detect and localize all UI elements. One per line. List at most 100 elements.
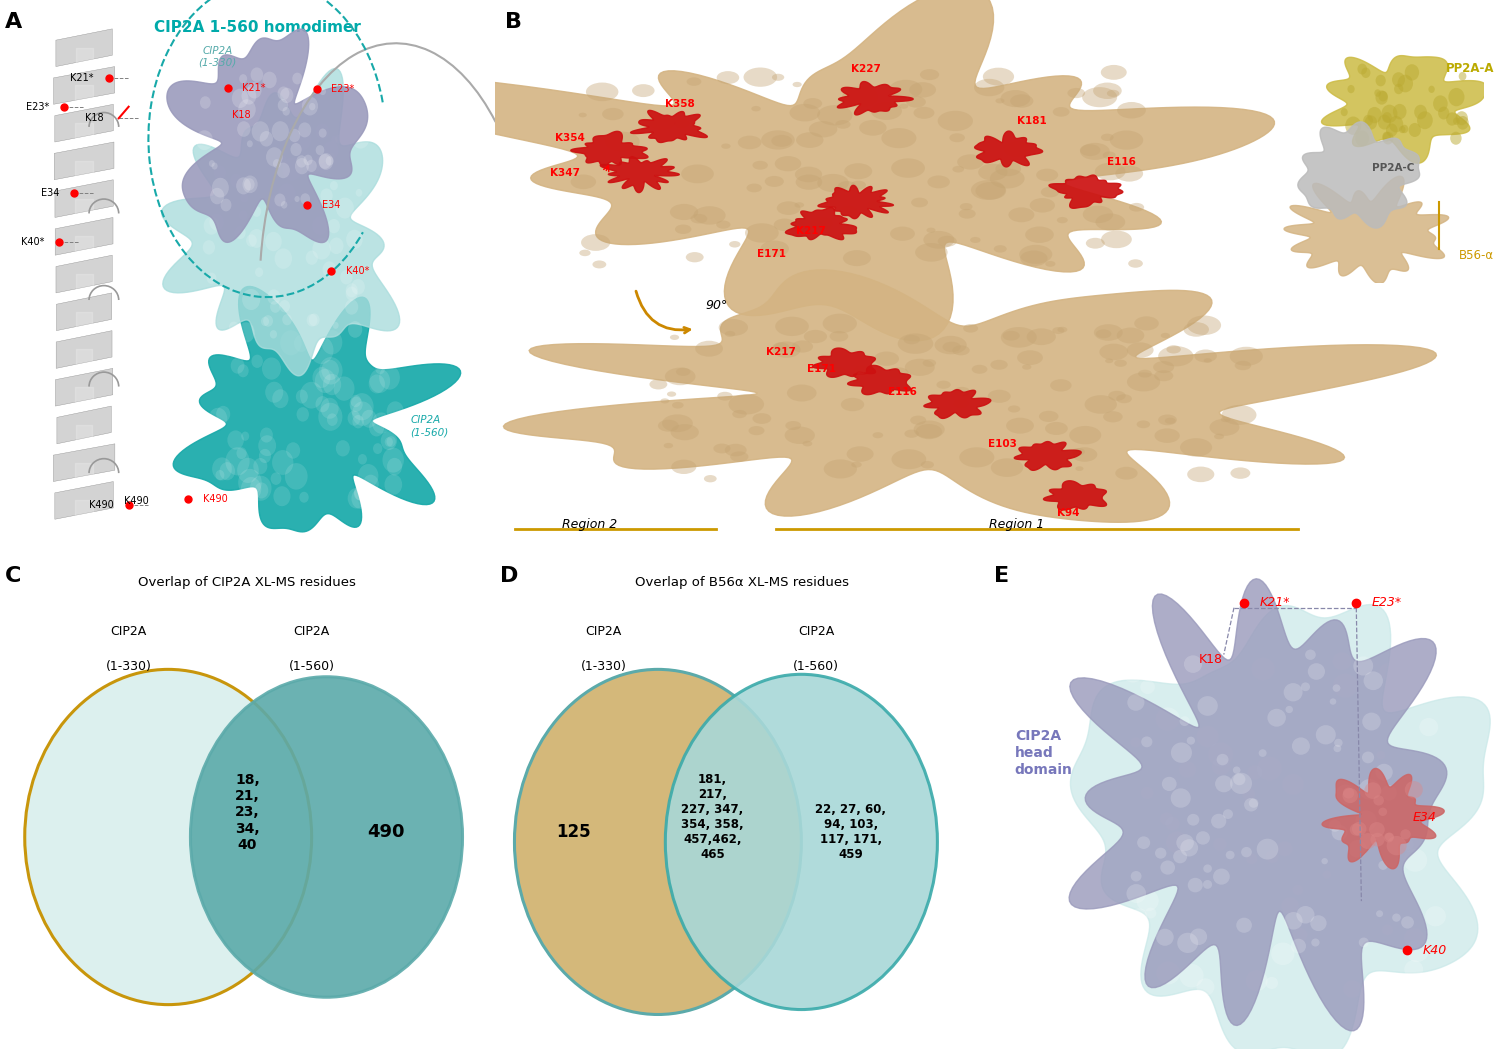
Circle shape (1292, 927, 1307, 942)
Circle shape (312, 367, 330, 388)
Circle shape (943, 342, 961, 352)
Circle shape (321, 360, 339, 380)
Circle shape (306, 251, 318, 265)
Circle shape (1114, 360, 1127, 367)
Circle shape (1057, 327, 1067, 333)
Circle shape (775, 317, 809, 336)
Text: K347: K347 (550, 168, 580, 178)
Circle shape (874, 351, 899, 366)
Circle shape (1405, 960, 1423, 979)
Polygon shape (75, 47, 93, 65)
Text: CIP2A
(1-330): CIP2A (1-330) (198, 46, 237, 68)
Circle shape (1171, 743, 1192, 763)
Circle shape (787, 385, 817, 402)
Circle shape (1216, 775, 1232, 792)
Circle shape (351, 489, 369, 509)
Circle shape (1376, 911, 1384, 917)
Circle shape (881, 128, 916, 148)
Circle shape (1393, 914, 1400, 922)
Circle shape (1180, 716, 1190, 726)
Circle shape (670, 424, 699, 441)
Circle shape (252, 207, 261, 217)
Circle shape (1420, 718, 1438, 736)
Circle shape (1126, 917, 1141, 933)
Circle shape (279, 300, 289, 313)
Circle shape (747, 184, 761, 192)
Circle shape (672, 402, 684, 408)
Circle shape (1400, 832, 1421, 853)
Circle shape (1082, 87, 1117, 107)
Circle shape (1252, 658, 1274, 681)
Circle shape (1160, 860, 1175, 875)
Circle shape (1156, 962, 1180, 984)
Circle shape (1127, 694, 1144, 711)
Circle shape (964, 324, 979, 333)
Circle shape (1334, 745, 1342, 752)
Circle shape (835, 120, 850, 129)
Circle shape (1301, 683, 1310, 691)
Circle shape (228, 430, 244, 450)
Circle shape (633, 84, 655, 98)
Polygon shape (847, 365, 911, 394)
Circle shape (1414, 105, 1427, 120)
Circle shape (1211, 814, 1226, 829)
Circle shape (381, 431, 397, 450)
Circle shape (238, 469, 262, 496)
Circle shape (321, 189, 333, 202)
Circle shape (1378, 815, 1397, 834)
Circle shape (216, 406, 231, 422)
Circle shape (938, 111, 973, 131)
Circle shape (1450, 132, 1462, 145)
Text: CIP2A 1-560 homodimer: CIP2A 1-560 homodimer (154, 20, 361, 36)
Polygon shape (162, 68, 400, 376)
Circle shape (1135, 317, 1159, 330)
Text: C: C (4, 565, 21, 585)
Circle shape (1103, 151, 1115, 159)
Circle shape (938, 236, 956, 247)
Circle shape (241, 431, 249, 441)
Circle shape (989, 169, 1025, 189)
Text: K18: K18 (1198, 654, 1222, 666)
Text: B56-α: B56-α (1459, 249, 1495, 262)
Circle shape (899, 104, 908, 109)
Circle shape (1376, 835, 1399, 856)
Circle shape (238, 100, 256, 120)
Polygon shape (55, 29, 112, 66)
Circle shape (1213, 869, 1229, 884)
Circle shape (1036, 169, 1058, 181)
Circle shape (1379, 663, 1396, 680)
Circle shape (354, 484, 370, 501)
Circle shape (1162, 776, 1177, 791)
Circle shape (1210, 419, 1240, 436)
Circle shape (1177, 834, 1193, 851)
Circle shape (1330, 699, 1336, 705)
Circle shape (1108, 391, 1126, 401)
Circle shape (751, 106, 761, 111)
Polygon shape (75, 463, 93, 480)
Circle shape (1363, 114, 1373, 126)
Circle shape (785, 421, 800, 430)
Circle shape (796, 174, 823, 190)
Polygon shape (1049, 175, 1123, 209)
Circle shape (971, 180, 1006, 200)
Circle shape (369, 369, 390, 393)
Circle shape (1237, 918, 1252, 933)
Polygon shape (55, 368, 112, 406)
Circle shape (1364, 783, 1382, 799)
Circle shape (823, 314, 857, 334)
Circle shape (1195, 349, 1217, 363)
Text: K354: K354 (555, 133, 585, 144)
Polygon shape (75, 387, 93, 405)
Circle shape (1231, 468, 1250, 478)
Circle shape (790, 104, 820, 122)
Circle shape (1259, 749, 1267, 757)
Circle shape (1246, 970, 1268, 991)
Circle shape (1079, 145, 1100, 156)
Circle shape (889, 367, 908, 379)
Circle shape (579, 112, 586, 117)
Circle shape (385, 437, 393, 447)
Circle shape (349, 397, 363, 412)
Circle shape (1258, 756, 1282, 780)
Polygon shape (631, 110, 708, 143)
Circle shape (1196, 726, 1219, 747)
